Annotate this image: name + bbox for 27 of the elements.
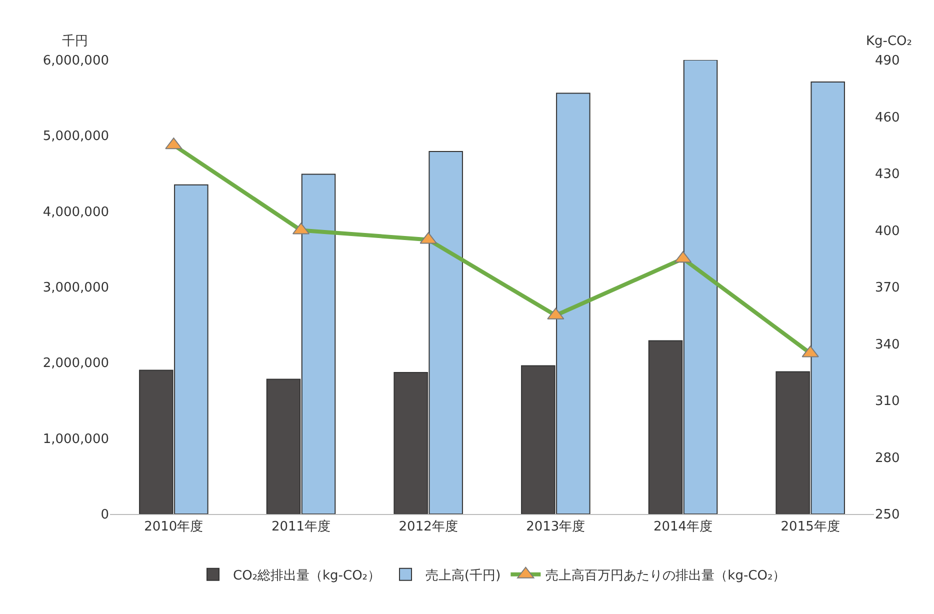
y-tick-label: 1,000,000: [42, 432, 109, 447]
y2-axis-title: Kg-CO₂: [866, 34, 912, 49]
y-axis-title: 千円: [62, 34, 88, 49]
y-tick-label: 4,000,000: [42, 204, 109, 220]
y2-tick-label: 490: [875, 54, 900, 69]
y-tick-label: 2,000,000: [42, 356, 109, 372]
y-tick-label: 6,000,000: [42, 54, 109, 69]
y2-tick-label: 430: [875, 167, 900, 182]
y-tick-label: 3,000,000: [42, 280, 109, 296]
y2-tick-label: 400: [875, 224, 900, 239]
legend-label: 売上高百万円あたりの排出量（kg-CO₂）: [546, 567, 786, 584]
y2-tick-label: 460: [875, 110, 900, 126]
y2-tick-label: 370: [875, 280, 900, 296]
y2-tick-label: 250: [875, 508, 900, 523]
x-tick-label: 2013年度: [526, 518, 586, 535]
x-tick-label: 2012年度: [398, 518, 458, 535]
legend-label: CO₂総排出量（kg-CO₂）: [233, 568, 381, 584]
y2-tick-label: 280: [875, 450, 900, 466]
x-tick-label: 2010年度: [144, 518, 204, 535]
y2-tick-label: 310: [875, 394, 900, 410]
x-tick-label: 2015年度: [780, 518, 840, 535]
legend-label: 売上高(千円): [426, 567, 501, 584]
x-tick-label: 2014年度: [653, 518, 713, 535]
y2-tick-label: 340: [875, 337, 900, 352]
x-tick-label: 2011年度: [271, 518, 331, 535]
y-tick-label: 0: [100, 508, 109, 523]
y-tick-label: 5,000,000: [42, 129, 109, 144]
